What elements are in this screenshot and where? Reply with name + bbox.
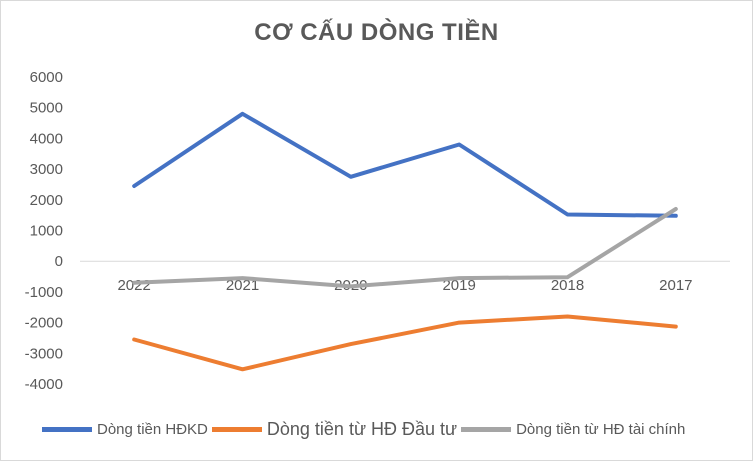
y-tick-label: 3000 xyxy=(30,161,63,178)
legend-label-dau-tu: Dòng tiền từ HĐ Đầu tư xyxy=(266,419,458,439)
legend-swatch-tai-chinh xyxy=(461,427,512,432)
series-line-dau-tu xyxy=(132,314,678,372)
series-line-hdkd xyxy=(132,111,678,218)
x-tick-label: 2017 xyxy=(659,277,692,294)
x-tick-label: 2018 xyxy=(551,277,584,294)
y-tick-label: -3000 xyxy=(25,345,63,362)
y-tick-label: 0 xyxy=(55,253,63,270)
y-tick-label: -1000 xyxy=(25,284,63,301)
y-tick-label: 4000 xyxy=(30,130,63,147)
x-tick-label: 2022 xyxy=(117,277,150,294)
legend-item-hdkd: Dòng tiền HĐKD xyxy=(42,421,208,438)
legend-item-dau-tu: Dòng tiền từ HĐ Đầu tư xyxy=(211,419,458,440)
series-line-tai-chinh xyxy=(132,207,678,289)
y-axis: 6000 5000 4000 3000 2000 1000 0 -1000 -2000 -3000… xyxy=(25,69,63,393)
y-tick-label: 1000 xyxy=(30,223,63,240)
chart-legend: Dòng tiền HĐKD Dòng tiền từ HĐ Đầu tư Dò… xyxy=(42,419,689,440)
series-lines xyxy=(132,111,678,372)
legend-label-hdkd: Dòng tiền HĐKD xyxy=(97,421,208,438)
y-tick-label: 2000 xyxy=(30,192,63,209)
legend-swatch-hdkd xyxy=(42,427,92,432)
legend-label-tai-chinh: Dòng tiền từ HĐ tài chính xyxy=(516,421,686,438)
x-tick-label: 2021 xyxy=(226,277,259,294)
x-tick-label: 2019 xyxy=(442,277,475,294)
legend-swatch-dau-tu xyxy=(211,427,262,432)
legend-item-tai-chinh: Dòng tiền từ HĐ tài chính xyxy=(461,421,685,438)
chart-title: CƠ CẤU DÒNG TIỀN xyxy=(254,19,499,46)
y-tick-label: 6000 xyxy=(30,69,63,86)
x-axis: 2022 2021 2020 2019 2018 2017 xyxy=(117,277,692,294)
y-tick-label: -4000 xyxy=(25,376,63,393)
y-tick-label: 5000 xyxy=(30,100,63,117)
y-tick-label: -2000 xyxy=(25,315,63,332)
